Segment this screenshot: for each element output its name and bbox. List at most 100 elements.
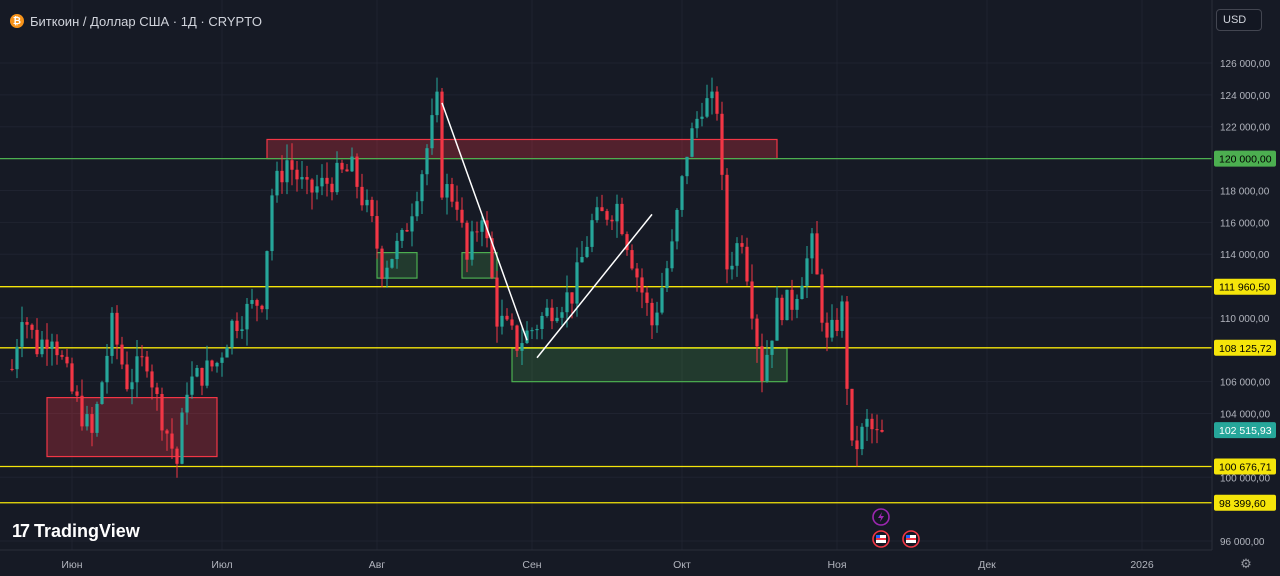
trendline[interactable]: [441, 102, 528, 341]
candle-body: [480, 220, 484, 232]
gear-icon[interactable]: ⚙: [1240, 556, 1252, 571]
candle-body: [340, 162, 344, 170]
candle-body: [345, 169, 349, 172]
candle-body: [430, 115, 434, 149]
flag-stripe: [876, 538, 886, 540]
candle-body: [195, 367, 199, 377]
candle-body: [165, 430, 169, 434]
zone-red-1[interactable]: [266, 138, 778, 160]
candle-body: [740, 243, 744, 247]
price-axis-label: 122 000,00: [1220, 123, 1270, 134]
candle-body: [420, 174, 424, 202]
candle-body: [545, 307, 549, 316]
time-axis-label: Июл: [211, 559, 232, 571]
candle-body: [320, 177, 324, 187]
candle-body: [755, 318, 759, 347]
candle-body: [50, 341, 54, 349]
candle-body: [225, 347, 229, 358]
time-axis-label: Дек: [978, 559, 996, 571]
candle-body: [455, 201, 459, 210]
candle-body: [720, 113, 724, 175]
candle-body: [525, 330, 529, 344]
candle-body: [330, 183, 334, 193]
candle-body: [710, 91, 714, 99]
candle-body: [620, 203, 624, 235]
candle-body: [660, 287, 664, 313]
candle-body: [210, 360, 214, 367]
candle-body: [355, 156, 359, 187]
candle-body: [540, 315, 544, 329]
candle-body: [130, 382, 134, 390]
currency-select[interactable]: USD: [1216, 9, 1262, 31]
candle-body: [560, 312, 564, 318]
candle-body: [550, 307, 554, 322]
candle-body: [300, 177, 304, 180]
time-axis-label: Ноя: [827, 559, 846, 571]
candle-body: [205, 360, 209, 386]
candle-body: [215, 362, 219, 367]
candle-body: [175, 448, 179, 464]
candle-body: [705, 98, 709, 117]
candle-body: [25, 322, 29, 325]
candle-body: [575, 262, 579, 304]
candle-body: [535, 328, 539, 331]
candle-body: [105, 355, 109, 383]
trendline[interactable]: [536, 213, 653, 359]
tradingview-logo[interactable]: 17 TradingView: [12, 521, 140, 542]
candle-body: [645, 292, 649, 303]
candle-body: [750, 281, 754, 319]
candle-body: [555, 317, 559, 322]
candle-body: [400, 229, 404, 241]
candle-body: [385, 267, 389, 279]
candle-body: [735, 243, 739, 266]
zone-green-4[interactable]: [511, 347, 788, 383]
flag-stripe: [906, 538, 916, 540]
candle-body: [370, 199, 374, 217]
symbol-header[interactable]: ₿ Биткоин / Доллар США · 1Д · CRYPTO: [10, 11, 262, 31]
price-level-label: 120 000,00: [1219, 154, 1272, 166]
candle-body: [845, 301, 849, 389]
candle-body: [80, 395, 84, 427]
candle-body: [685, 156, 689, 177]
candle-body: [380, 248, 384, 279]
candle-body: [395, 240, 399, 260]
candle-body: [790, 289, 794, 310]
last-price-badge: [1214, 422, 1276, 439]
candle-body: [510, 319, 514, 326]
candle-body: [870, 418, 874, 430]
candle-body: [505, 315, 509, 320]
zone-red-0[interactable]: [46, 397, 218, 458]
candle-body: [125, 364, 129, 390]
price-axis-label: 106 000,00: [1220, 378, 1270, 389]
price-axis-label: 116 000,00: [1220, 218, 1270, 229]
candle-body: [795, 298, 799, 310]
candle-body: [375, 216, 379, 249]
candle-body: [655, 312, 659, 326]
price-level-label: 111 960,50: [1219, 282, 1270, 294]
candle-body: [325, 177, 329, 184]
candle-body: [15, 346, 19, 370]
tradingview-logo-text: TradingView: [34, 521, 140, 541]
candle-body: [600, 207, 604, 212]
candle-body: [20, 322, 24, 347]
price-level-label: 108 125,72: [1219, 343, 1272, 355]
candle-body: [595, 207, 599, 221]
candle-body: [800, 285, 804, 299]
price-level-badge: [1214, 278, 1276, 295]
candle-body: [270, 195, 274, 252]
symbol-title: Биткоин / Доллар США · 1Д · CRYPTO: [30, 13, 263, 29]
candle-body: [315, 186, 319, 193]
bitcoin-icon: ₿: [10, 14, 24, 28]
candle-body: [100, 382, 104, 404]
candle-body: [35, 329, 39, 355]
candle-body: [650, 302, 654, 326]
candle-body: [235, 320, 239, 332]
candle-body: [765, 354, 769, 382]
candle-body: [835, 319, 839, 331]
candle-body: [515, 325, 519, 351]
candle-body: [295, 169, 299, 180]
price-axis-label: 104 000,00: [1220, 410, 1270, 421]
candle-body: [775, 297, 779, 341]
